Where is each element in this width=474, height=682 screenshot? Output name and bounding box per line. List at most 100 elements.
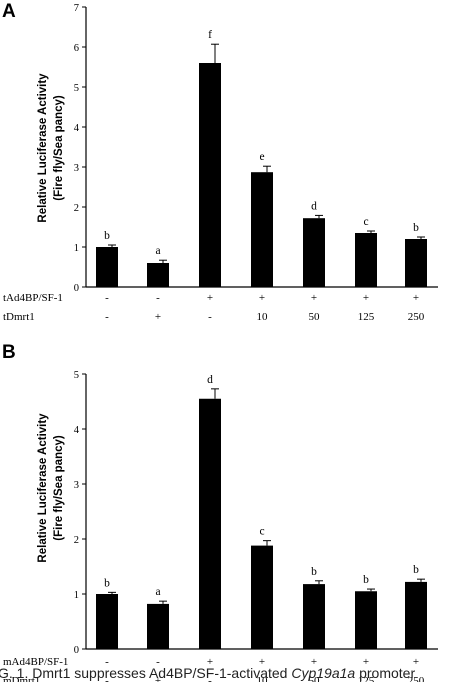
panel-b-bars bbox=[96, 398, 427, 649]
panel-a-row-value: + bbox=[155, 311, 161, 323]
panel-a-significance-letter: e bbox=[259, 151, 264, 163]
panel-a-y-tick-label: 6 bbox=[74, 43, 79, 54]
panel-b-error-bar bbox=[263, 540, 271, 546]
panel-a-bar bbox=[251, 172, 273, 287]
panel-a-row-value: 125 bbox=[358, 311, 375, 323]
panel-a-error-bar bbox=[417, 236, 425, 239]
panel-b-significance-letter: c bbox=[259, 526, 264, 538]
panel-a-significance-letters: b a f e d c b bbox=[104, 29, 419, 257]
caption-gene: Cyp19a1a bbox=[291, 665, 355, 681]
panel-b-row-value: + bbox=[207, 656, 213, 668]
panel-a-row-value: + bbox=[413, 292, 419, 304]
panel-b-bar bbox=[199, 398, 221, 649]
panel-a-y-tick-label: 5 bbox=[74, 83, 79, 94]
panel-b-y-tick-label: 5 bbox=[74, 370, 79, 381]
panel-a-bars bbox=[96, 63, 427, 287]
panel-b-significance-letters: b a d c b b b bbox=[104, 374, 419, 598]
panel-a-bar bbox=[96, 247, 118, 287]
panel-b-bar bbox=[405, 581, 427, 649]
panel-b-row-value: 50 bbox=[309, 675, 321, 682]
panel-a-y-axis-title-line1: Relative Luciferase Activity bbox=[37, 73, 49, 223]
panel-b-y-tick-label: 4 bbox=[74, 425, 80, 436]
panel-a-y-tick-label: 3 bbox=[74, 163, 79, 174]
panel-b-condition-rows: mAd4BP/SF-1 - - + + + + + mDmrt1 - + - 10 50 125 250 bbox=[3, 656, 425, 682]
panel-b-row-value: 125 bbox=[358, 675, 375, 682]
panel-b-row-value: + bbox=[413, 656, 419, 668]
panel-b-y-axis-title-line1: Relative Luciferase Activity bbox=[37, 413, 49, 563]
panel-a: A 0 1 2 3 4 5 6 7 b a f e d c b Relative Luciferase A… bbox=[2, 1, 438, 323]
panel-a-error-bar bbox=[108, 244, 116, 247]
panel-a-y-tick-label: 1 bbox=[74, 243, 79, 254]
panel-a-row-value: + bbox=[363, 292, 369, 304]
panel-b-significance-letter: b bbox=[104, 577, 110, 589]
panel-b: B 0 1 2 3 4 5 b a d c b b b Relative Luciferase Act… bbox=[2, 342, 438, 682]
panel-a-row-value: - bbox=[105, 311, 109, 323]
panel-b-row-value: 10 bbox=[257, 675, 269, 682]
panel-b-row-value: - bbox=[156, 656, 160, 668]
panel-b-significance-letter: b bbox=[363, 574, 369, 586]
panel-b-row-value: + bbox=[363, 656, 369, 668]
panel-a-row-value: + bbox=[311, 292, 317, 304]
panel-a-significance-letter: b bbox=[104, 230, 110, 242]
panel-b-y-tick-label: 2 bbox=[74, 535, 79, 546]
panel-b-row-value: + bbox=[155, 675, 161, 682]
panel-b-bar bbox=[251, 545, 273, 649]
panel-a-significance-letter: c bbox=[363, 216, 368, 228]
panel-a-row-value: - bbox=[156, 292, 160, 304]
panel-a-y-tick-label: 0 bbox=[74, 283, 79, 294]
panel-a-condition-rows: tAd4BP/SF-1 - - + + + + + tDmrt1 - + - 10 50 125 250 bbox=[3, 292, 425, 323]
panel-a-y-ticks: 0 1 2 3 4 5 6 7 bbox=[74, 3, 86, 294]
panel-a-error-bars bbox=[108, 43, 425, 263]
panel-b-bar bbox=[96, 594, 118, 649]
panel-b-significance-letter: b bbox=[413, 564, 419, 576]
panel-a-error-bar bbox=[367, 230, 375, 233]
panel-a-error-bar bbox=[159, 259, 167, 263]
panel-b-error-bar bbox=[159, 600, 167, 604]
panel-b-row-value: - bbox=[105, 675, 109, 682]
panel-a-bar bbox=[303, 218, 325, 287]
panel-a-letter: A bbox=[2, 1, 16, 22]
panel-a-row-value: 250 bbox=[408, 311, 425, 323]
panel-a-error-bar bbox=[211, 43, 219, 63]
panel-b-bar bbox=[355, 591, 377, 649]
panel-a-significance-letter: a bbox=[155, 245, 160, 257]
panel-a-y-tick-label: 4 bbox=[74, 123, 80, 134]
panel-b-significance-letter: b bbox=[311, 566, 317, 578]
panel-b-error-bar bbox=[211, 388, 219, 399]
panel-b-row-value: - bbox=[105, 656, 109, 668]
figure-caption: G. 1. Dmrt1 suppresses Ad4BP/SF-1-activa… bbox=[0, 665, 415, 681]
panel-b-y-tick-label: 1 bbox=[74, 590, 79, 601]
panel-a-bar bbox=[405, 239, 427, 287]
panel-b-y-tick-label: 0 bbox=[74, 645, 79, 656]
panel-a-bar bbox=[355, 233, 377, 287]
panel-b-row-value: - bbox=[208, 675, 212, 682]
panel-b-error-bar bbox=[367, 588, 375, 592]
panel-a-row-value: + bbox=[259, 292, 265, 304]
panel-b-bar bbox=[147, 603, 169, 649]
panel-b-row-value: 250 bbox=[408, 675, 425, 682]
panel-a-y-tick-label: 2 bbox=[74, 203, 79, 214]
panel-b-bar bbox=[303, 584, 325, 649]
caption-suffix: promoter bbox=[359, 665, 415, 681]
panel-b-row-value: + bbox=[259, 656, 265, 668]
panel-a-significance-letter: b bbox=[413, 222, 419, 234]
panel-a-significance-letter: f bbox=[208, 29, 212, 41]
panel-a-row-label: tDmrt1 bbox=[3, 311, 35, 323]
caption-text: Dmrt1 suppresses Ad4BP/SF-1-activated bbox=[32, 665, 287, 681]
panel-b-significance-letter: a bbox=[155, 586, 160, 598]
panel-b-error-bar bbox=[417, 578, 425, 582]
panel-a-row-value: 50 bbox=[309, 311, 321, 323]
panel-b-y-ticks: 0 1 2 3 4 5 bbox=[74, 370, 86, 656]
panel-a-y-tick-label: 7 bbox=[74, 3, 79, 14]
panel-a-row-value: 10 bbox=[257, 311, 269, 323]
panel-a-y-axis-title-line2: (Fire fly/Sea pancy) bbox=[53, 95, 65, 201]
panel-a-row-value: - bbox=[105, 292, 109, 304]
panel-a-row-label: tAd4BP/SF-1 bbox=[3, 292, 63, 304]
panel-b-y-tick-label: 3 bbox=[74, 480, 79, 491]
panel-b-error-bar bbox=[315, 580, 323, 585]
panel-b-error-bars bbox=[108, 388, 425, 604]
panel-b-letter: B bbox=[2, 342, 16, 363]
panel-a-significance-letter: d bbox=[311, 200, 317, 212]
panel-b-y-axis-title-line2: (Fire fly/Sea pancy) bbox=[53, 435, 65, 541]
